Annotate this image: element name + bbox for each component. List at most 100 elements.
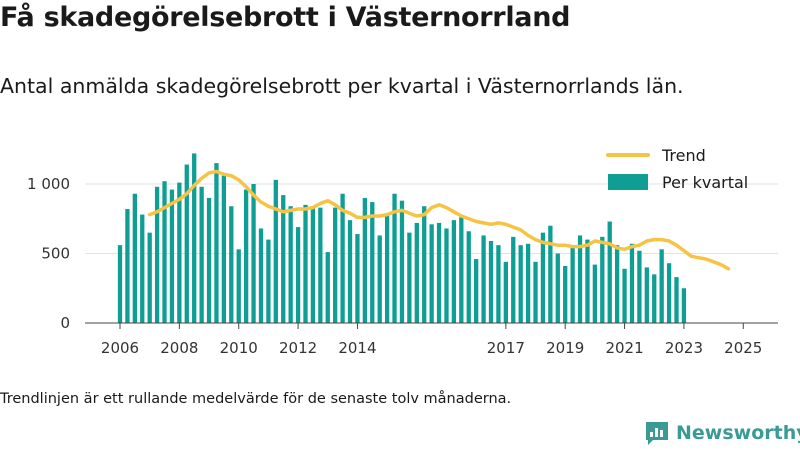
bar — [614, 245, 620, 323]
bar — [295, 227, 301, 323]
bar — [622, 268, 627, 323]
bar — [392, 193, 397, 323]
bar-chart: 2006 2008 2010 2012 2014 2017 2019 2021 2023 2025… — [27, 146, 778, 357]
bar — [310, 206, 316, 323]
footnote: Trendlinjen är ett rullande medelvärde f… — [0, 391, 512, 407]
bar — [637, 250, 642, 323]
bar — [243, 189, 249, 323]
bar — [577, 235, 583, 323]
bar — [674, 277, 679, 323]
bar — [666, 263, 672, 323]
bar — [214, 163, 219, 323]
bar — [199, 186, 204, 323]
bar — [644, 267, 649, 323]
bar — [474, 259, 479, 323]
x-tick-label: 2017 — [487, 339, 525, 357]
trend-line — [147, 169, 731, 271]
bar — [162, 181, 167, 323]
trend-line-group — [147, 169, 731, 271]
bar — [370, 202, 375, 323]
bar — [444, 228, 449, 323]
y-tick-label: 500 — [41, 245, 70, 263]
bar — [496, 245, 501, 323]
bar — [592, 264, 598, 323]
legend-label-trend: Trend — [661, 146, 706, 165]
y-tick-label: 1 000 — [27, 175, 70, 193]
chart-subtitle: Antal anmälda skadegörelsebrott per kvar… — [0, 74, 684, 98]
bar — [377, 235, 382, 323]
bar — [192, 153, 197, 323]
bar — [206, 197, 212, 323]
x-tick-label: 2023 — [665, 339, 703, 357]
bar — [303, 204, 308, 323]
bar — [347, 220, 353, 323]
bar — [177, 182, 182, 323]
bar — [414, 222, 419, 323]
legend-swatch-per-kvartal — [608, 174, 648, 190]
x-tick-label: 2025 — [724, 339, 762, 357]
bar — [236, 249, 241, 323]
y-tick-label: 0 — [60, 314, 70, 332]
bar — [429, 224, 434, 323]
chart-title: Få skadegörelsebrott i Västernorrland — [0, 2, 571, 33]
bar — [451, 220, 457, 323]
bar — [459, 217, 464, 323]
brand-name: Newsworthy — [676, 422, 800, 444]
newsworthy-logo-icon — [646, 422, 668, 445]
bar — [555, 253, 560, 323]
bar — [533, 261, 538, 323]
bar — [407, 232, 412, 323]
bar — [563, 266, 568, 323]
bar — [540, 232, 546, 323]
bar — [652, 274, 657, 323]
bar — [281, 195, 286, 323]
bar — [570, 245, 575, 323]
bar — [251, 184, 256, 323]
bar — [384, 214, 390, 323]
bar — [288, 206, 293, 323]
x-tick-label: 2006 — [101, 339, 139, 357]
y-axis: 0 500 1 000 — [27, 175, 70, 332]
bar — [154, 186, 160, 323]
bar — [548, 225, 553, 323]
bar — [325, 252, 330, 323]
bar — [266, 239, 271, 323]
bar — [169, 189, 175, 323]
bar — [399, 200, 405, 323]
bar — [258, 228, 264, 323]
x-tick-label: 2019 — [546, 339, 584, 357]
bar — [659, 249, 664, 323]
bar — [503, 261, 508, 323]
bar — [629, 243, 635, 323]
bar — [362, 197, 368, 323]
bar — [436, 222, 442, 323]
bar — [355, 234, 360, 323]
bar — [481, 235, 486, 323]
bars — [117, 153, 687, 323]
bar — [525, 243, 531, 323]
bar — [340, 193, 345, 323]
bar — [132, 193, 137, 323]
bar — [466, 231, 471, 323]
brand[interactable]: Newsworthy — [644, 419, 800, 447]
bar — [607, 221, 612, 323]
bar — [518, 245, 523, 323]
bar — [333, 207, 338, 323]
bar — [273, 179, 278, 323]
bar — [184, 164, 189, 323]
bar — [140, 214, 145, 323]
bar — [585, 239, 590, 323]
bar — [600, 236, 605, 323]
x-tick-label: 2012 — [279, 339, 317, 357]
bar — [117, 245, 123, 323]
x-tick-label: 2010 — [220, 339, 258, 357]
legend: Trend Per kvartal — [606, 146, 748, 192]
x-tick-label: 2008 — [160, 339, 198, 357]
x-tick-label: 2014 — [338, 339, 376, 357]
bar — [681, 288, 687, 323]
bar — [422, 206, 427, 323]
bar — [229, 206, 234, 323]
bar — [488, 240, 494, 323]
x-tick-label: 2021 — [605, 339, 643, 357]
bar — [221, 175, 227, 323]
